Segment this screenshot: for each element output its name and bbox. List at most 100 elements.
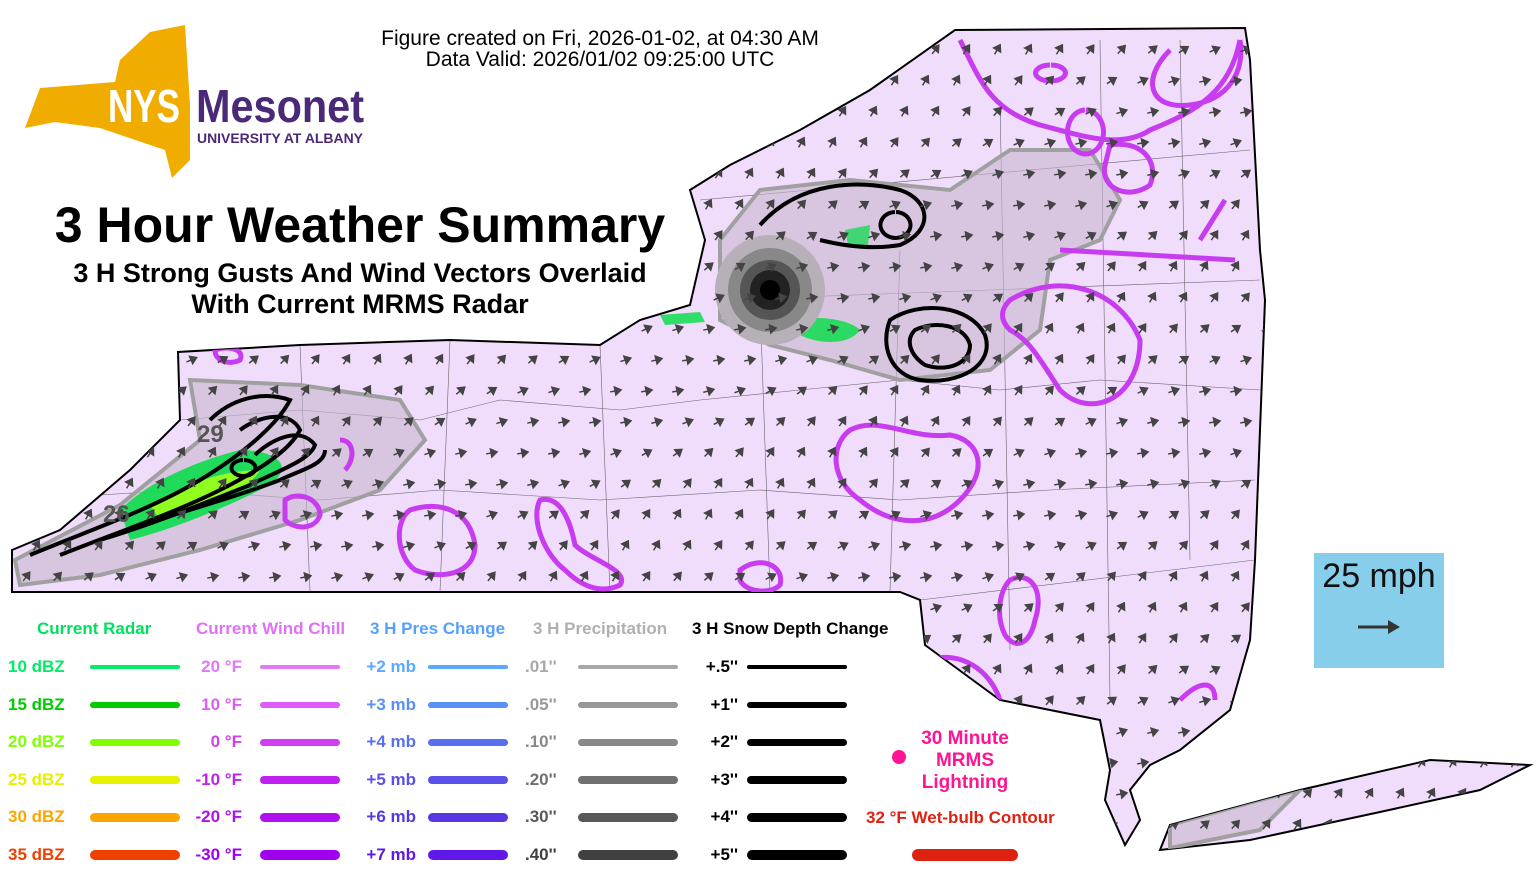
wind-vector-arrow-icon — [1271, 665, 1284, 676]
wind-vector-arrow-icon — [992, 230, 1005, 242]
wind-vector-arrow-icon — [465, 354, 475, 365]
wind-vector-arrow-icon — [341, 479, 353, 490]
wind-vector-arrow-icon — [527, 479, 540, 490]
wind-vector-arrow-icon — [837, 105, 847, 117]
wind-vector-arrow-icon — [1488, 292, 1501, 304]
wind-vector-arrow-icon — [217, 541, 229, 552]
wind-vector-arrow-icon — [517, 323, 527, 334]
wind-vector-arrow-icon — [21, 634, 33, 645]
wind-vector-arrow-icon — [1106, 632, 1116, 644]
wind-vector-arrow-icon — [1044, 262, 1056, 272]
wind-vector-arrow-icon — [889, 571, 902, 583]
wind-vector-arrow-icon — [217, 415, 227, 427]
wind-vector-arrow-icon — [186, 416, 196, 427]
wind-vector-arrow-icon — [527, 601, 537, 613]
wind-vector-arrow-icon — [1075, 819, 1088, 831]
wind-vector-arrow-icon — [1013, 509, 1026, 521]
wind-vector-arrow-icon — [1116, 541, 1128, 551]
wind-vector-arrow-icon — [248, 478, 259, 489]
wind-vector-arrow-icon — [1478, 136, 1488, 148]
wind-vector-arrow-icon — [961, 293, 973, 304]
wind-vector-arrow-icon — [1292, 448, 1304, 458]
legend-precip-label: .30'' — [525, 807, 557, 826]
wind-vector-arrow-icon — [434, 541, 446, 552]
wind-vector-arrow-icon — [486, 386, 498, 396]
wind-vector-arrow-icon — [1209, 479, 1221, 490]
wind-vector-arrow-icon — [341, 603, 353, 614]
wind-vector-arrow-icon — [682, 107, 694, 118]
wind-vector-arrow-icon — [1426, 45, 1438, 56]
legend-lightning-label: 30 Minute — [921, 728, 1009, 749]
wind-vector-arrow-icon — [341, 169, 353, 180]
wind-vector-arrow-icon — [1364, 540, 1374, 551]
wind-vector-arrow-icon — [1137, 260, 1147, 272]
wind-vector-arrow-icon — [207, 756, 217, 768]
wind-vector-arrow-icon — [1333, 727, 1345, 738]
wind-vector-arrow-icon — [1416, 199, 1426, 210]
wind-vector-arrow-icon — [1519, 788, 1530, 799]
wind-vector-arrow-icon — [279, 789, 290, 799]
wind-vector-arrow-icon — [403, 478, 416, 490]
wind-vector-arrow-icon — [403, 788, 416, 800]
wind-vector-arrow-icon — [1044, 509, 1057, 521]
wind-vector-arrow-icon — [1230, 199, 1240, 210]
wind-vector-arrow-icon — [1323, 323, 1336, 335]
wind-vector-arrow-icon — [1478, 200, 1490, 210]
wind-vector-arrow-icon — [62, 354, 75, 366]
subtitle-line-2: With Current MRMS Radar — [191, 289, 529, 319]
wind-vector-arrow-icon — [1116, 354, 1126, 365]
wind-vector-arrow-icon — [1354, 447, 1364, 458]
legend-pres-line — [428, 738, 508, 746]
wind-vector-arrow-icon — [1053, 850, 1066, 861]
wind-vector-arrow-icon — [703, 198, 713, 210]
wind-vector-arrow-icon — [186, 45, 198, 56]
wind-vector-arrow-icon — [1137, 386, 1149, 397]
wind-vector-arrow-icon — [1013, 199, 1026, 211]
wind-vector-arrow-icon — [951, 509, 964, 521]
wind-vector-arrow-icon — [1023, 43, 1033, 55]
legend-windchill-label: 10 °F — [201, 695, 242, 714]
wind-vector-arrow-icon — [124, 787, 134, 799]
wind-vector-arrow-icon — [1364, 727, 1376, 737]
wind-vector-arrow-icon — [455, 137, 468, 149]
wind-vector-arrow-icon — [52, 138, 63, 148]
wind-vector-arrow-icon — [1199, 138, 1212, 149]
wind-vector-arrow-icon — [1116, 107, 1129, 118]
wind-vector-arrow-icon — [1147, 106, 1160, 118]
logo-nys-text: NYS — [108, 80, 180, 132]
wind-vector-arrow-icon — [341, 353, 351, 365]
wind-vector-arrow-icon — [1292, 75, 1305, 87]
wind-vector-arrow-icon — [982, 199, 995, 211]
wind-vector-arrow-icon — [1488, 665, 1500, 675]
wind-vector-arrow-icon — [1519, 292, 1530, 304]
wind-vector-arrow-icon — [982, 694, 992, 706]
wind-vector-arrow-icon — [1116, 727, 1128, 738]
wind-vector-arrow-icon — [1023, 417, 1034, 427]
wind-vector-arrow-icon — [806, 106, 816, 117]
wind-vector-arrow-icon — [951, 571, 964, 583]
legend-wetbulb-label: 32 °F Wet-bulb Contour — [866, 808, 1055, 827]
wind-vector-arrow-icon — [920, 74, 930, 86]
wind-vector-arrow-icon — [21, 138, 33, 148]
wind-vector-arrow-icon — [1456, 849, 1470, 862]
wind-vector-arrow-icon — [713, 107, 725, 118]
wind-vector-arrow-icon — [1385, 696, 1397, 707]
wind-vector-arrow-icon — [279, 354, 290, 365]
wind-vector-arrow-icon — [1333, 417, 1345, 428]
wind-vector-arrow-icon — [620, 726, 633, 738]
wind-vector-arrow-icon — [734, 386, 746, 397]
wind-vector-arrow-icon — [858, 510, 870, 520]
wind-vector-arrow-icon — [1137, 510, 1149, 521]
wind-vector-arrow-icon — [1457, 167, 1467, 179]
wind-vector-arrow-icon — [951, 448, 962, 458]
wind-vector-arrow-icon — [579, 385, 592, 397]
wind-vector-arrow-icon — [176, 756, 186, 768]
wind-vector-arrow-icon — [1168, 570, 1178, 582]
wind-vector-arrow-icon — [1333, 107, 1345, 118]
wind-vector-arrow-icon — [1085, 727, 1097, 738]
wind-vector-arrow-icon — [579, 509, 590, 520]
wind-vector-arrow-icon — [961, 540, 974, 552]
wind-vector-arrow-icon — [300, 324, 311, 334]
wind-vector-arrow-icon — [1488, 45, 1500, 55]
wind-vector-arrow-icon — [1478, 324, 1491, 335]
